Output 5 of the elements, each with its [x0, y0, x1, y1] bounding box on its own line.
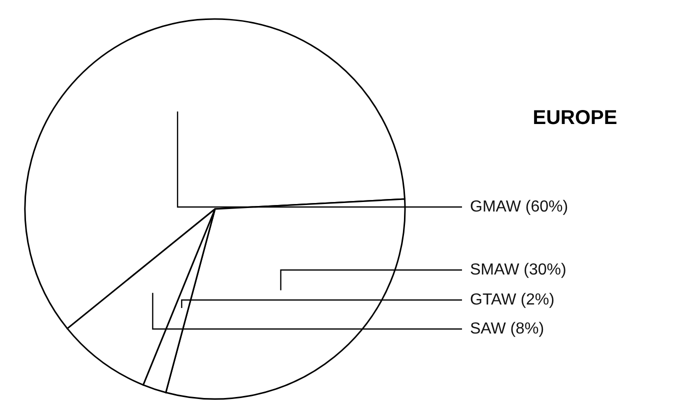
text: EUROPE: [532, 107, 618, 129]
slice-label: SMAW (30%): [470, 262, 566, 278]
slice-label: SAW (8%): [470, 320, 544, 338]
slice-label: GMAW (60%): [470, 198, 568, 216]
slice-label: GTAW (2%): [470, 292, 554, 308]
